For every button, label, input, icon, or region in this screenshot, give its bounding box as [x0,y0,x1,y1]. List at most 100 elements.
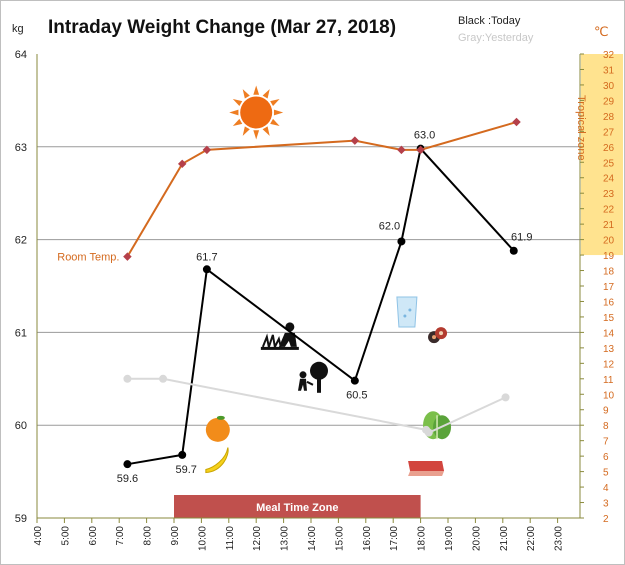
x-tick-4:00: 4:00 [33,526,44,546]
legend-yesterday: Gray:Yesterday [458,32,534,44]
today-point-4 [397,237,406,246]
today-point-3 [350,376,359,385]
y-right-tick-29: 29 [603,96,615,107]
y-right-tick-2: 2 [603,514,609,525]
steak-icon [408,460,445,476]
x-tick-14:00: 14:00 [307,526,318,551]
y-right-tick-12: 12 [603,359,615,370]
y-right-tick-13: 13 [603,344,615,355]
banana-shape [205,447,229,474]
today-value-label-4: 62.0 [379,220,400,232]
y-right-tick-25: 25 [603,158,615,169]
sun-disc [240,96,273,129]
today-value-label-6: 61.9 [511,232,532,244]
meal-zone-bar [174,495,421,518]
sun-ray [232,118,243,126]
y-right-tick-23: 23 [603,189,615,200]
water-glass-icon [396,296,418,328]
y-right-tick-6: 6 [603,452,609,463]
yesterday-point-1 [159,374,168,383]
orange-icon [205,415,230,442]
y-right-tick-3: 3 [603,499,609,510]
y-right-tick-22: 22 [603,205,615,216]
room-temp-label: Room Temp. [57,252,119,264]
x-tick-7:00: 7:00 [115,526,126,546]
x-tick-19:00: 19:00 [444,526,455,551]
steak-side [408,470,445,476]
temp-point-2 [202,145,212,155]
y-right-tick-5: 5 [603,468,609,479]
y-right-tick-8: 8 [603,421,609,432]
today-value-label-5: 63.0 [414,130,435,142]
y-left-tick-61: 61 [15,327,27,339]
sun-ray [232,98,243,107]
y-left-tick-62: 62 [15,235,27,247]
temp-point-3 [350,136,360,145]
watering-can [306,380,314,386]
y-right-tick-32: 32 [603,50,615,61]
gardening-icon [260,322,299,350]
meal-zone-label: Meal Time Zone [256,502,338,514]
y-right-tick-31: 31 [603,65,615,76]
yesterday-point-4 [501,393,510,402]
x-tick-11:00: 11:00 [225,526,236,551]
sun-ray [242,126,250,136]
y-right-tick-4: 4 [603,483,609,494]
x-tick-18:00: 18:00 [417,526,428,551]
y-right-tick-21: 21 [603,220,615,231]
y-right-tick-9: 9 [603,406,609,417]
pills-icon [428,327,448,344]
x-tick-13:00: 13:00 [280,526,291,551]
sun-ray [270,118,280,126]
bubble [408,308,412,312]
x-tick-9:00: 9:00 [170,526,181,546]
tree-crown [310,361,328,380]
x-tick-6:00: 6:00 [88,526,99,546]
temp-point-4 [397,145,406,155]
temp-point-5 [416,145,425,155]
legend-today: Black :Today [458,15,521,27]
y-right-tick-20: 20 [603,236,615,247]
sun-ray [242,89,250,99]
y-right-tick-30: 30 [603,81,615,92]
today-value-label-0: 59.6 [117,473,138,485]
x-tick-12:00: 12:00 [252,526,263,551]
orange-leaf [216,415,225,420]
y-right-unit: ℃ [594,24,609,39]
y-left-tick-59: 59 [15,513,27,525]
yesterday-point-0 [123,374,132,383]
today-point-1 [178,450,187,459]
x-tick-10:00: 10:00 [197,526,208,551]
orange-fruit [205,417,230,442]
person-head [299,371,307,379]
y-right-tick-11: 11 [603,375,614,386]
tropical-zone-band [581,54,623,256]
gardener-body [278,332,297,347]
glass-body [396,296,418,328]
sun-icon [229,85,284,140]
y-left-tick-60: 60 [15,420,27,432]
x-tick-16:00: 16:00 [362,526,373,551]
banana-icon [205,447,229,474]
x-tick-17:00: 17:00 [389,526,400,551]
person-body [298,378,307,391]
y-left-tick-63: 63 [15,142,27,154]
sun-ray [253,85,260,95]
y-right-tick-24: 24 [603,174,615,185]
plant-shape [261,333,282,348]
today-point-6 [509,246,518,255]
pill-dot [439,331,444,336]
sun-ray [270,98,280,107]
sun-ray [262,126,270,136]
pill-dot [432,335,437,340]
y-right-tick-7: 7 [603,437,609,448]
y-left-unit: kg [12,23,24,35]
y-right-tick-14: 14 [603,328,615,339]
x-tick-8:00: 8:00 [143,526,154,546]
x-tick-22:00: 22:00 [526,526,537,551]
today-value-label-2: 61.7 [196,251,217,263]
tropical-zone-label: Tropical zone [575,95,587,161]
chart-title: Intraday Weight Change (Mar 27, 2018) [48,17,396,38]
sun-ray [253,130,260,140]
